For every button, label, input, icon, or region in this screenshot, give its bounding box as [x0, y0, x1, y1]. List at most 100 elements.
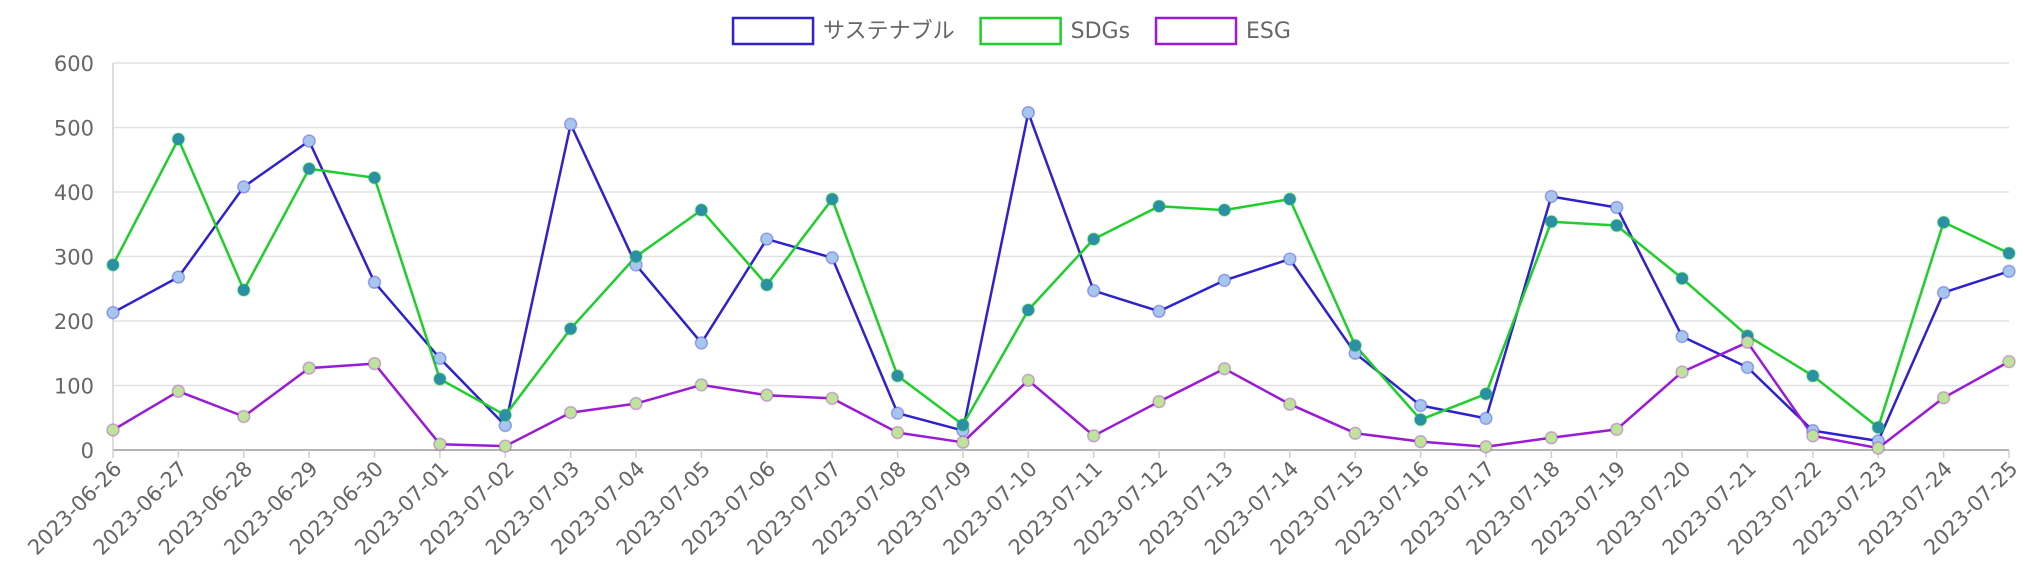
y-tick-label: 200 [54, 310, 94, 334]
data-point[interactable] [1609, 422, 1624, 437]
data-point[interactable] [1936, 391, 1951, 405]
data-point[interactable] [956, 435, 970, 450]
legend-item-1[interactable]: SDGs [979, 16, 1130, 46]
data-point[interactable] [1413, 434, 1428, 449]
data-point[interactable] [498, 439, 513, 453]
data-point[interactable] [433, 372, 447, 386]
data-point[interactable] [825, 192, 839, 206]
data-point[interactable] [2002, 246, 2016, 261]
data-point[interactable] [1936, 215, 1951, 230]
data-point[interactable] [1348, 426, 1362, 440]
data-point[interactable] [1283, 252, 1297, 266]
data-point[interactable] [1479, 387, 1493, 401]
data-point[interactable] [367, 171, 382, 185]
data-point[interactable] [563, 117, 578, 132]
data-point[interactable] [1675, 329, 1689, 344]
data-point[interactable] [1413, 412, 1428, 427]
data-point[interactable] [1544, 430, 1559, 445]
data-point[interactable] [171, 132, 186, 146]
data-point[interactable] [694, 203, 709, 217]
data-point[interactable] [237, 180, 251, 194]
data-point[interactable] [237, 283, 251, 297]
series-line-1 [111, 137, 2010, 429]
data-point[interactable] [1086, 232, 1101, 246]
data-point[interactable] [106, 423, 120, 437]
data-point[interactable] [1152, 199, 1166, 213]
legend-item-2[interactable]: ESG [1154, 16, 1291, 46]
data-point[interactable] [1871, 420, 1885, 435]
data-point[interactable] [433, 351, 447, 366]
legend-swatch [731, 16, 815, 46]
legend-item-0[interactable]: サステナブル [731, 16, 955, 46]
data-point[interactable] [1544, 189, 1559, 204]
series-line-2 [112, 341, 2010, 450]
data-point[interactable] [890, 425, 905, 440]
data-point[interactable] [106, 258, 120, 272]
data-point[interactable] [1806, 369, 1820, 383]
data-point[interactable] [694, 336, 709, 350]
data-point[interactable] [1021, 373, 1036, 388]
data-point[interactable] [694, 378, 709, 392]
data-point[interactable] [1021, 303, 1036, 317]
data-point[interactable] [1086, 283, 1101, 298]
data-point[interactable] [367, 275, 382, 290]
data-point[interactable] [1217, 361, 1232, 376]
data-point[interactable] [2002, 354, 2016, 369]
data-point[interactable] [302, 162, 316, 176]
data-point[interactable] [1609, 200, 1624, 215]
data-point[interactable] [1675, 365, 1689, 379]
data-point[interactable] [956, 418, 970, 432]
data-point[interactable] [237, 409, 251, 424]
data-point[interactable] [1609, 218, 1624, 233]
data-point[interactable] [825, 391, 839, 406]
data-point[interactable] [890, 406, 905, 420]
legend[interactable]: サステナブル SDGs ESG [731, 16, 1291, 46]
data-point[interactable] [302, 134, 316, 148]
legend-label: SDGs [1071, 19, 1130, 44]
data-point[interactable] [1348, 338, 1362, 353]
data-point[interactable] [760, 278, 774, 292]
data-point[interactable] [171, 270, 186, 284]
series-lines [111, 111, 2010, 450]
data-point[interactable] [1283, 192, 1297, 206]
data-points [106, 105, 2016, 455]
y-tick-label: 0 [81, 439, 94, 463]
data-point[interactable] [760, 388, 774, 402]
data-point[interactable] [302, 361, 316, 375]
data-point[interactable] [1806, 429, 1820, 443]
data-point[interactable] [498, 408, 513, 422]
data-point[interactable] [1217, 203, 1232, 217]
data-point[interactable] [563, 321, 578, 336]
data-point[interactable] [1021, 105, 1036, 120]
y-tick-label: 100 [54, 375, 94, 399]
data-point[interactable] [1675, 271, 1689, 286]
data-point[interactable] [1283, 397, 1297, 411]
data-point[interactable] [1544, 214, 1559, 229]
data-point[interactable] [1871, 441, 1885, 455]
data-point[interactable] [1086, 429, 1101, 443]
data-point[interactable] [1152, 394, 1166, 409]
data-point[interactable] [760, 232, 774, 246]
data-point[interactable] [1740, 335, 1755, 350]
data-point[interactable] [1479, 411, 1493, 426]
data-point[interactable] [106, 305, 120, 320]
data-point[interactable] [890, 369, 905, 383]
data-point[interactable] [629, 249, 643, 264]
data-point[interactable] [2002, 264, 2016, 279]
data-point[interactable] [1479, 440, 1493, 454]
data-point[interactable] [171, 384, 186, 399]
data-point[interactable] [629, 396, 643, 411]
legend-label: ESG [1246, 19, 1291, 44]
legend-label: サステナブル [823, 19, 955, 44]
data-point[interactable] [1740, 360, 1755, 375]
data-point[interactable] [563, 405, 578, 420]
data-point[interactable] [367, 356, 382, 371]
data-point[interactable] [1152, 304, 1166, 319]
data-point[interactable] [1936, 285, 1951, 300]
data-point[interactable] [1217, 273, 1232, 288]
data-point[interactable] [825, 251, 839, 265]
data-point[interactable] [433, 437, 447, 451]
data-point[interactable] [1413, 398, 1428, 413]
legend-swatch [979, 16, 1062, 46]
